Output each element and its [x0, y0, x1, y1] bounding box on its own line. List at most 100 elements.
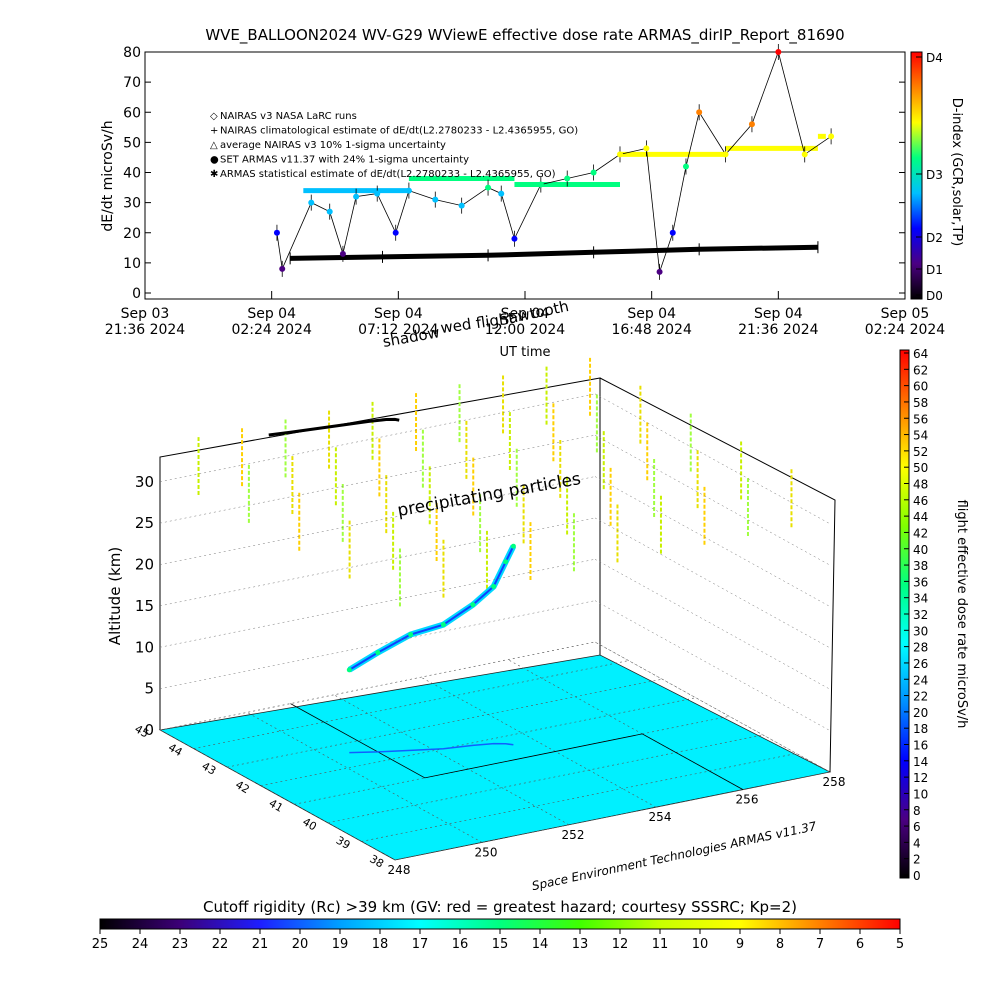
armas-point — [669, 229, 676, 236]
legend-entry: NAIRAS climatological estimate of dE/dt(… — [220, 126, 578, 137]
dose-tick-label: 40 — [913, 543, 928, 557]
back-right-wall — [599, 377, 836, 773]
cutoff-tick-label: 8 — [776, 937, 784, 952]
armas-point — [748, 121, 755, 128]
z-grid-side — [594, 559, 831, 690]
armas-point — [485, 184, 492, 191]
d-index-ticks: D0 D1 D2 D3 D4 — [916, 51, 943, 303]
legend-symbol: ◇ — [210, 111, 218, 122]
chart-title: WVE_BALLOON2024 WV-G29 WViewE effective … — [205, 26, 844, 45]
ytick-label: 40 — [123, 166, 141, 182]
dose-tick-label: 18 — [913, 722, 928, 736]
dose-tick-label: 36 — [913, 575, 928, 589]
alt-tick-label: 10 — [135, 638, 154, 656]
xtick-label-date: Sep 04 — [627, 306, 676, 322]
cutoff-tick-label: 15 — [492, 937, 509, 952]
annotation-precipitating: precipitating particles — [396, 469, 583, 521]
xtick-label-date: Sep 04 — [754, 306, 803, 322]
ytick-label: 10 — [123, 256, 141, 272]
z-grid-back — [159, 517, 596, 607]
xtick-label-time: 07:12 2024 — [358, 322, 439, 338]
lon-tick-label: 258 — [823, 775, 846, 789]
armas-point — [353, 193, 360, 200]
xtick-label-time: 02:24 2024 — [231, 322, 312, 338]
dose-tick-label: 28 — [913, 641, 928, 655]
dose-tick-label: 8 — [913, 804, 921, 818]
ytick-label: 0 — [132, 286, 141, 302]
flight-track-point — [503, 559, 509, 565]
cutoff-tick-label: 12 — [612, 937, 629, 952]
armas-point — [326, 208, 333, 215]
flight-track-point — [408, 632, 414, 638]
cutoff-tick-label: 6 — [856, 937, 864, 952]
flight-track-point — [491, 583, 497, 589]
floor-grid-lat — [394, 771, 831, 861]
legend-symbol: △ — [210, 140, 218, 151]
lon-tick-label: 248 — [388, 863, 411, 877]
lat-tick-label: 45 — [132, 722, 151, 740]
armas-point — [643, 145, 650, 152]
precipitating-particles-field — [197, 357, 793, 607]
legend-entry: ARMAS statistical estimate of dE/dt(L2.2… — [220, 169, 556, 180]
dose-tick-label: 38 — [913, 559, 928, 573]
z-grid-side — [594, 517, 831, 649]
z-grid-side — [594, 434, 831, 566]
z-grid-back — [159, 393, 596, 483]
d-index-tick-label: D2 — [926, 231, 943, 245]
z-grid-side — [594, 476, 831, 607]
d-index-tick-label: D3 — [926, 168, 943, 182]
dose-tick-label: 14 — [913, 755, 928, 769]
z-grid-back — [159, 476, 596, 565]
alt-tick-label: 5 — [144, 680, 154, 698]
dose-tick-label: 30 — [913, 624, 928, 638]
series-climatological-line — [290, 244, 818, 261]
armas-point — [682, 163, 689, 170]
legend-symbol: + — [210, 126, 218, 137]
d-index-label: D-index (GCR,solar,TP) — [949, 98, 964, 246]
lon-tick-label: 250 — [475, 845, 498, 859]
cutoff-tick-label: 17 — [412, 937, 429, 952]
lon-tick-label: 256 — [736, 793, 759, 807]
armas-point — [374, 190, 381, 197]
cutoff-tick-label: 19 — [332, 937, 349, 952]
dose-tick-label: 20 — [913, 706, 928, 720]
dose-tick-label: 10 — [913, 787, 928, 801]
dose-tick-label: 60 — [913, 380, 928, 394]
armas-point — [656, 268, 663, 275]
armas-point — [564, 175, 571, 182]
xtick-label-date: Sep 04 — [501, 306, 550, 322]
flight-track-point — [510, 543, 516, 549]
xtick-label-time: 12:00 2024 — [485, 322, 566, 338]
flight-track-point — [375, 650, 381, 656]
dose-tick-label: 44 — [913, 510, 928, 524]
cutoff-tick-label: 11 — [652, 937, 669, 952]
lat-tick-label: 41 — [267, 797, 286, 815]
dose-tick-label: 6 — [913, 820, 921, 834]
dose-tick-label: 42 — [913, 526, 928, 540]
lon-tick-label: 252 — [562, 828, 585, 842]
floor-grid-lat — [193, 660, 629, 749]
lat-tick-label: 42 — [233, 778, 252, 796]
xtick-label-time: 21:36 2024 — [738, 322, 819, 338]
armas-point — [339, 250, 346, 257]
armas-point — [511, 235, 518, 242]
ytick-label: 30 — [123, 196, 141, 212]
cutoff-tick-label: 9 — [736, 937, 744, 952]
cutoff-ticks: 25 24 23 22 21 20 19 18 17 16 15 14 13 12 11 10 9 8 7 6 5 — [92, 929, 904, 952]
armas-point — [498, 190, 505, 197]
armas-point — [590, 169, 597, 176]
xtick-label-time: 21:36 2024 — [105, 322, 186, 338]
z-grid-back — [159, 434, 596, 524]
z-grid-back — [159, 559, 596, 648]
cutoff-tick-label: 16 — [452, 937, 469, 952]
dose-tick-label: 0 — [913, 869, 921, 883]
back-left-wall — [159, 377, 601, 730]
flight-projection-top — [268, 417, 400, 437]
armas-point — [458, 202, 465, 209]
xtick-label-time: 16:48 2024 — [611, 322, 692, 338]
alt-tick-label: 0 — [144, 721, 154, 739]
armas-point — [279, 265, 286, 272]
cutoff-tick-label: 24 — [132, 937, 149, 952]
